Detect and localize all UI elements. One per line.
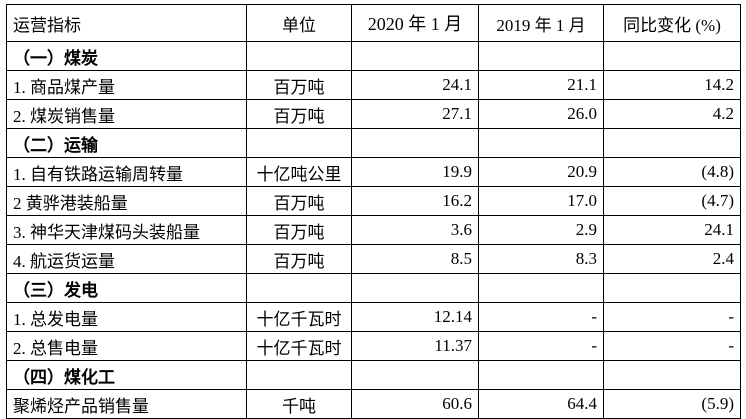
- value-2019-cell: -: [478, 302, 604, 332]
- section-row: （四）煤化工: [6, 360, 741, 390]
- unit-cell: [246, 360, 352, 390]
- section-row: （三）发电: [6, 273, 741, 303]
- unit-cell: 百万吨: [246, 99, 352, 129]
- indicator-cell: 3. 神华天津煤码头装船量: [6, 215, 247, 245]
- unit-cell: [246, 273, 352, 303]
- value-2019-cell: [478, 128, 604, 158]
- indicator-cell: 4. 航运货运量: [6, 244, 247, 274]
- yoy-change-cell: [603, 273, 741, 303]
- value-2020-cell: [351, 128, 479, 158]
- indicator-cell: 2. 总售电量: [6, 331, 247, 361]
- indicator-cell: 1. 自有铁路运输周转量: [6, 157, 247, 187]
- yoy-change-cell: [603, 128, 741, 158]
- value-2020-cell: 27.1: [351, 99, 479, 129]
- unit-cell: 十亿吨公里: [246, 157, 352, 187]
- value-2020-cell: [351, 360, 479, 390]
- value-2019-cell: 2.9: [478, 215, 604, 245]
- table-row: 1. 自有铁路运输周转量 十亿吨公里 19.9 20.9 (4.8): [6, 157, 741, 187]
- indicator-cell: 2 黄骅港装船量: [6, 186, 247, 216]
- value-2019-cell: 8.3: [478, 244, 604, 274]
- yoy-change-cell: 14.2: [603, 70, 741, 100]
- table-row: 3. 神华天津煤码头装船量 百万吨 3.6 2.9 24.1: [6, 215, 741, 245]
- table-row: 1. 商品煤产量 百万吨 24.1 21.1 14.2: [6, 70, 741, 100]
- table-row: 2 黄骅港装船量 百万吨 16.2 17.0 (4.7): [6, 186, 741, 216]
- section-title: （三）发电: [6, 273, 247, 303]
- header-indicator: 运营指标: [6, 4, 247, 42]
- unit-cell: 百万吨: [246, 186, 352, 216]
- value-2019-cell: [478, 273, 604, 303]
- indicator-cell: 聚烯烃产品销售量: [6, 389, 247, 419]
- header-2019-jan: 2019 年 1 月: [478, 4, 604, 42]
- section-title: （一）煤炭: [6, 41, 247, 71]
- yoy-change-cell: 4.2: [603, 99, 741, 129]
- yoy-change-cell: (4.7): [603, 186, 741, 216]
- section-title: （二）运输: [6, 128, 247, 158]
- value-2020-cell: 3.6: [351, 215, 479, 245]
- value-2019-cell: [478, 360, 604, 390]
- header-2020-jan: 2020 年 1 月: [351, 4, 479, 42]
- unit-cell: [246, 41, 352, 71]
- section-row: （一）煤炭: [6, 41, 741, 71]
- yoy-change-cell: 2.4: [603, 244, 741, 274]
- indicator-cell: 1. 总发电量: [6, 302, 247, 332]
- yoy-change-cell: 24.1: [603, 215, 741, 245]
- unit-cell: 十亿千瓦时: [246, 302, 352, 332]
- unit-cell: 百万吨: [246, 70, 352, 100]
- table-row: 2. 总售电量 十亿千瓦时 11.37- -: [6, 331, 741, 361]
- table-row: 聚烯烃产品销售量 千吨 60.6 64.4 (5.9): [6, 389, 741, 419]
- table-row: 1. 总发电量 十亿千瓦时 12.14- -: [6, 302, 741, 332]
- header-row: 运营指标 单位 2020 年 1 月 2019 年 1 月 同比变化 (%): [6, 4, 741, 42]
- yoy-change-cell: [603, 360, 741, 390]
- unit-cell: 十亿千瓦时: [246, 331, 352, 361]
- value-2020-cell: [351, 41, 479, 71]
- indicator-cell: 2. 煤炭销售量: [6, 99, 247, 129]
- unit-cell: 百万吨: [246, 244, 352, 274]
- table-row: 4. 航运货运量 百万吨 8.5 8.3 2.4: [6, 244, 741, 274]
- value-2019-cell: -: [478, 331, 604, 361]
- section-row: （二）运输: [6, 128, 741, 158]
- value-2019-cell: 26.0: [478, 99, 604, 129]
- table-body: （一）煤炭 1. 商品煤产量 百万吨 24.1 21.1 14.2 2. 煤炭销售量 百万吨 2…: [6, 41, 741, 419]
- header-unit: 单位: [246, 4, 352, 42]
- value-2020-cell: 12.14: [351, 302, 479, 332]
- indicator-cell: 1. 商品煤产量: [6, 70, 247, 100]
- yoy-change-cell: (4.8): [603, 157, 741, 187]
- yoy-change-cell: -: [603, 302, 741, 332]
- value-2020-cell: 16.2: [351, 186, 479, 216]
- unit-cell: [246, 128, 352, 158]
- value-2020-cell: 60.6: [351, 389, 479, 419]
- value-2020-cell: [351, 273, 479, 303]
- yoy-change-cell: (5.9): [603, 389, 741, 419]
- table-header: 运营指标 单位 2020 年 1 月 2019 年 1 月 同比变化 (%): [6, 4, 741, 42]
- value-2020-cell: 8.5: [351, 244, 479, 274]
- header-yoy-change: 同比变化 (%): [603, 4, 741, 42]
- table-row: 2. 煤炭销售量 百万吨 27.1 26.0 4.2: [6, 99, 741, 129]
- value-2019-cell: 20.9: [478, 157, 604, 187]
- value-2019-cell: 17.0: [478, 186, 604, 216]
- value-2020-cell: 24.1: [351, 70, 479, 100]
- value-2020-cell: 19.9: [351, 157, 479, 187]
- unit-cell: 百万吨: [246, 215, 352, 245]
- yoy-change-cell: [603, 41, 741, 71]
- value-2019-cell: 64.4: [478, 389, 604, 419]
- unit-cell: 千吨: [246, 389, 352, 419]
- value-2019-cell: [478, 41, 604, 71]
- yoy-change-cell: -: [603, 331, 741, 361]
- section-title: （四）煤化工: [6, 360, 247, 390]
- value-2020-cell: 11.37: [351, 331, 479, 361]
- operating-data-table: 运营指标 单位 2020 年 1 月 2019 年 1 月 同比变化 (%) （…: [6, 4, 741, 419]
- value-2019-cell: 21.1: [478, 70, 604, 100]
